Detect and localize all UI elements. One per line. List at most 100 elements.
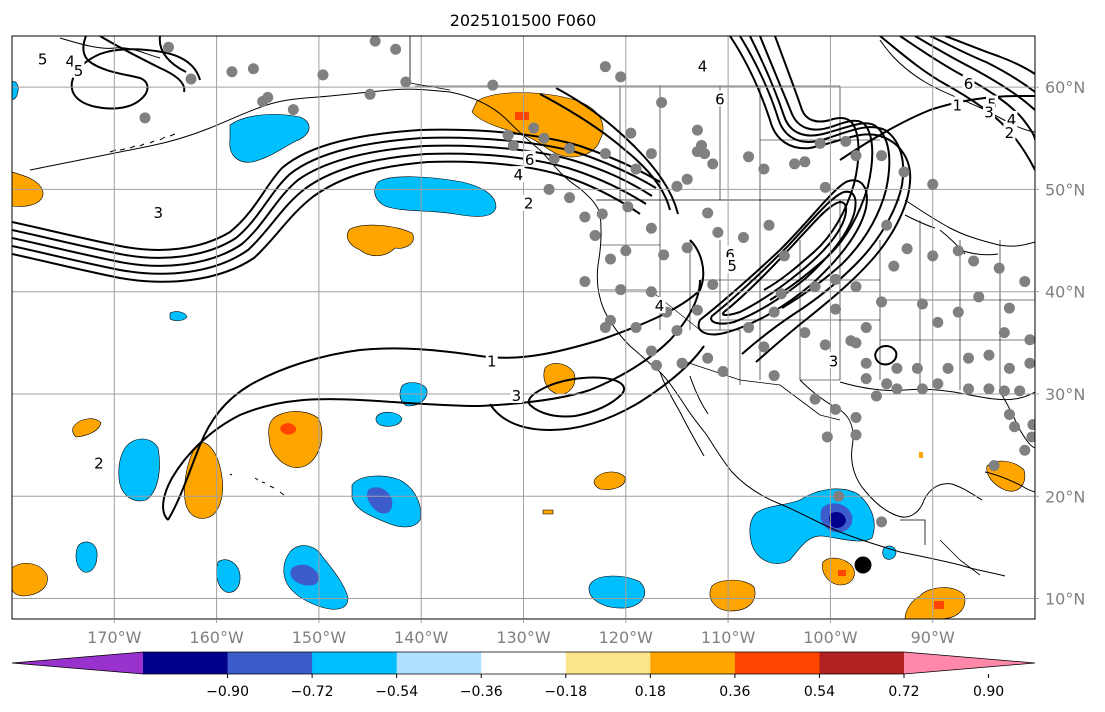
station-marker <box>671 180 683 192</box>
contour-line <box>70 36 201 110</box>
station-marker <box>743 322 755 333</box>
station-marker <box>645 345 657 357</box>
station-marker <box>881 219 893 231</box>
height-contours <box>12 36 1035 521</box>
positive-anomaly-area <box>709 579 756 612</box>
contour-label-bg <box>522 194 535 211</box>
station-marker <box>1019 444 1031 456</box>
station-marker <box>226 66 238 78</box>
station-marker <box>860 322 872 333</box>
station-marker <box>139 112 151 124</box>
longitude-label: 170°W <box>87 628 142 647</box>
station-marker <box>257 95 269 107</box>
longitude-label: 150°W <box>292 628 347 647</box>
positive-anomaly-core <box>280 423 297 435</box>
station-marker <box>502 129 514 141</box>
positive-anomaly-area <box>543 363 576 395</box>
highlight-marker <box>854 556 872 574</box>
contour-line <box>763 36 860 291</box>
contour-label: 3 <box>154 204 164 222</box>
station-marker <box>681 242 693 254</box>
map-panel: 5453642466541323615342 <box>11 35 1036 620</box>
contour-label: 4 <box>698 58 708 76</box>
latitude-label: 30°N <box>1045 385 1085 404</box>
contour-label-bg <box>523 150 536 167</box>
station-marker <box>876 516 888 528</box>
coastline <box>29 37 601 215</box>
longitude-label: 90°W <box>911 628 955 647</box>
station-marker <box>596 208 608 220</box>
colorbar-segment <box>565 652 651 674</box>
contour-line <box>729 36 912 363</box>
latitude-label: 10°N <box>1045 590 1085 609</box>
station-marker <box>850 412 862 424</box>
station-marker <box>819 181 831 193</box>
contour-label: 3 <box>512 387 522 405</box>
colorbar-tick-label: 0.90 <box>973 684 1004 700</box>
coastline <box>904 199 1035 247</box>
contour-line <box>874 345 898 366</box>
station-marker <box>615 284 627 296</box>
contour-label: 1 <box>952 97 962 115</box>
negative-anomaly-area <box>229 114 310 163</box>
contour-label: 3 <box>984 104 994 122</box>
station-marker <box>369 36 381 47</box>
station-marker <box>1003 362 1015 374</box>
contour-line <box>12 160 641 283</box>
station-marker <box>881 378 893 390</box>
negative-anomaly-area <box>169 311 188 322</box>
negative-anomaly-peak <box>829 512 846 529</box>
coastline <box>229 473 285 496</box>
station-marker <box>901 243 913 255</box>
station-marker <box>850 429 862 441</box>
station-marker <box>287 104 299 116</box>
positive-anomaly-area <box>919 452 923 458</box>
station-marker <box>1024 334 1035 346</box>
station-marker <box>814 137 826 149</box>
station-marker <box>622 201 634 213</box>
station-marker <box>656 96 668 108</box>
colorbar-segment <box>143 652 229 674</box>
station-marker <box>819 339 831 351</box>
station-marker <box>743 151 755 163</box>
station-marker <box>988 460 1000 472</box>
station-marker <box>876 150 888 162</box>
station-marker <box>650 359 662 371</box>
coastline <box>659 371 709 457</box>
contour-label-bg <box>152 203 165 220</box>
negative-anomaly-area <box>374 176 497 217</box>
station-marker <box>927 178 939 190</box>
contour-label: 4 <box>66 53 76 71</box>
coastline <box>999 391 1035 449</box>
contour-label-bg <box>92 454 105 471</box>
station-marker <box>579 211 591 223</box>
station-marker <box>507 139 519 151</box>
longitude-label: 140°W <box>394 628 449 647</box>
colorbar-extend-high <box>904 652 1035 674</box>
positive-anomaly-area <box>593 471 626 490</box>
contour-line <box>929 36 1035 93</box>
station-marker <box>625 127 637 139</box>
negative-anomaly-area <box>375 411 403 427</box>
station-marker <box>870 390 882 402</box>
station-marker <box>645 286 657 298</box>
positive-anomaly-area <box>542 509 554 515</box>
negative-anomaly-core <box>367 487 393 514</box>
station-marker <box>1024 357 1035 369</box>
negative-anomaly-area <box>12 81 19 100</box>
contour-label: 1 <box>487 352 497 370</box>
station-marker <box>891 383 903 395</box>
graticule <box>12 36 1035 619</box>
station-marker <box>830 403 842 415</box>
station-marker <box>185 73 197 85</box>
station-marker <box>876 296 888 308</box>
station-marker <box>604 253 616 265</box>
contour-label-bg <box>696 57 709 74</box>
station-marker <box>548 153 560 165</box>
contour-line <box>99 36 186 93</box>
contour-label-bg <box>36 50 49 67</box>
contour-line <box>12 152 647 275</box>
station-marker <box>707 158 719 170</box>
station-marker <box>952 245 964 257</box>
